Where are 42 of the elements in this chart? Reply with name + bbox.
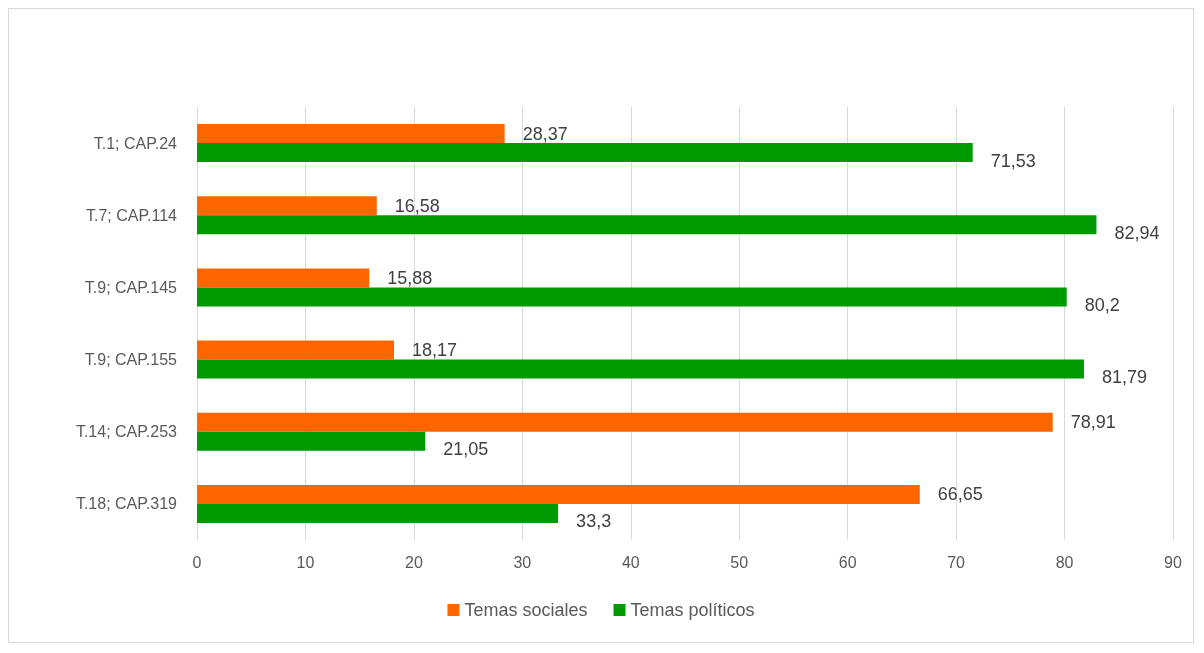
bar	[197, 340, 395, 360]
data-label: 80,2	[1084, 294, 1120, 315]
x-tick-label: 20	[404, 553, 423, 571]
x-tick-label: 40	[621, 553, 640, 571]
data-label: 18,17	[412, 340, 458, 361]
y-tick-label: T.14; CAP.253	[75, 423, 178, 441]
bar	[197, 215, 1097, 235]
x-tick-label: 50	[730, 553, 749, 571]
x-tick-label: 30	[513, 553, 532, 571]
x-tick-label: 90	[1164, 553, 1182, 571]
x-tick-label: 60	[838, 553, 857, 571]
data-label: 66,65	[937, 484, 983, 505]
bar	[197, 124, 505, 144]
y-tick-label: T.1; CAP.24	[93, 134, 178, 152]
bar	[197, 268, 370, 288]
bar	[197, 196, 377, 216]
x-tick-label: 80	[1055, 553, 1074, 571]
bar	[197, 431, 426, 451]
y-tick-label: T.18; CAP.319	[75, 495, 178, 513]
bar	[197, 143, 973, 163]
x-tick-label: 0	[192, 553, 202, 571]
bar	[197, 359, 1084, 379]
legend-label: Temas sociales	[464, 600, 588, 620]
x-tick-label: 10	[296, 553, 315, 571]
data-label: 28,37	[522, 123, 568, 144]
bar	[197, 484, 920, 504]
data-label: 21,05	[443, 439, 489, 460]
x-tick-label: 70	[947, 553, 966, 571]
data-label: 82,94	[1114, 222, 1160, 243]
data-label: 15,88	[387, 267, 433, 288]
data-label: 16,58	[394, 195, 440, 216]
data-label: 81,79	[1101, 367, 1148, 388]
data-label: 33,3	[576, 511, 612, 532]
y-tick-label: T.7; CAP.114	[85, 206, 178, 224]
data-label: 78,91	[1070, 412, 1116, 433]
bar	[197, 503, 559, 523]
data-label: 71,53	[990, 150, 1036, 171]
bar	[197, 287, 1067, 307]
legend-label: Temas políticos	[630, 600, 755, 620]
bar	[197, 412, 1053, 432]
y-tick-label: T.9; CAP.145	[84, 278, 178, 296]
y-tick-label: T.9; CAP.155	[84, 351, 178, 369]
